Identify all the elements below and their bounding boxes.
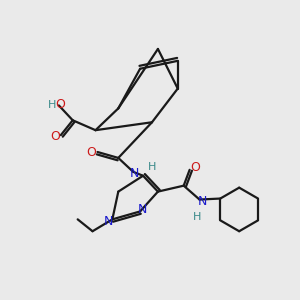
Text: H: H xyxy=(194,212,202,222)
Text: O: O xyxy=(190,161,200,174)
Text: N: N xyxy=(130,167,139,180)
Text: N: N xyxy=(137,203,147,216)
Text: O: O xyxy=(87,146,97,160)
Text: N: N xyxy=(198,195,207,208)
Text: N: N xyxy=(104,215,113,228)
Text: O: O xyxy=(50,130,60,142)
Text: H: H xyxy=(48,100,56,110)
Text: O: O xyxy=(55,98,65,111)
Text: H: H xyxy=(148,162,156,172)
